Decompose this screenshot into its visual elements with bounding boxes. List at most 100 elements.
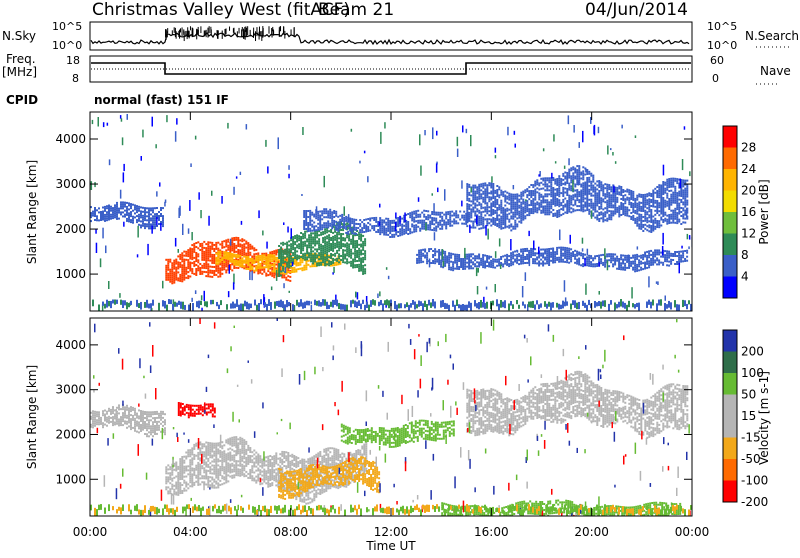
heatmap-cell — [416, 262, 418, 264]
heatmap-cell — [235, 262, 237, 264]
heatmap-cell — [363, 231, 365, 233]
heatmap-cell — [650, 215, 652, 217]
heatmap-cell — [686, 196, 688, 198]
heatmap-cell — [594, 205, 596, 207]
heatmap-cell — [124, 202, 126, 204]
heatmap-cell — [498, 260, 500, 262]
heatmap-cell — [558, 193, 560, 195]
heatmap-cell — [154, 213, 156, 215]
heatmap-cell — [209, 250, 211, 252]
heatmap-cell — [558, 257, 560, 259]
heatmap-cell — [338, 233, 340, 235]
heatmap-cell — [118, 212, 120, 214]
heatmap-cell — [116, 204, 118, 206]
heatmap-cell — [484, 200, 486, 202]
heatmap-cell — [205, 253, 207, 255]
heatmap-cell — [456, 264, 458, 266]
heatmap-cell — [494, 202, 496, 204]
heatmap-cell — [474, 195, 476, 197]
heatmap-cell — [251, 256, 253, 258]
heatmap-cell — [307, 264, 309, 266]
heatmap-cell — [636, 213, 638, 215]
heatmap-cell — [584, 210, 586, 212]
heatmap-cell — [308, 234, 310, 236]
heatmap-cell — [486, 265, 488, 267]
heatmap-cell — [364, 238, 366, 240]
heatmap-cell — [335, 264, 337, 266]
heatmap-cell — [239, 265, 241, 267]
heatmap-cell — [482, 254, 484, 256]
heatmap-cell — [193, 263, 195, 265]
heatmap-cell — [606, 208, 608, 210]
heatmap-speckle — [123, 222, 125, 227]
heatmap-cell — [148, 225, 150, 227]
heatmap-cell — [516, 195, 518, 197]
heatmap-cell — [498, 218, 500, 220]
heatmap-cell — [566, 210, 568, 212]
heatmap-cell — [504, 261, 506, 263]
heatmap-speckle — [188, 228, 190, 233]
heatmap-cell — [361, 231, 363, 233]
heatmap-cell — [114, 212, 116, 214]
heatmap-cell — [96, 209, 98, 211]
heatmap-cell — [291, 267, 293, 269]
heatmap-speckle — [478, 185, 480, 187]
heatmap-cell — [419, 230, 421, 232]
heatmap-cell — [598, 218, 600, 220]
heatmap-cell — [656, 212, 658, 214]
heatmap-cell — [257, 255, 259, 257]
heatmap-cell — [245, 241, 247, 243]
heatmap-cell — [122, 201, 124, 203]
heatmap-cell — [512, 214, 514, 216]
heatmap-cell — [269, 258, 271, 260]
heatmap-cell — [516, 201, 518, 203]
heatmap-cell — [199, 263, 201, 265]
heatmap-cell — [586, 191, 588, 193]
heatmap-cell — [342, 257, 344, 259]
heatmap-cell — [298, 239, 300, 241]
heatmap-cell — [576, 177, 578, 179]
heatmap-cell — [494, 261, 496, 263]
heatmap-cell — [638, 205, 640, 207]
heatmap-cell — [318, 238, 320, 240]
heatmap-cell — [311, 224, 313, 226]
heatmap-cell — [286, 252, 288, 254]
heatmap-cell — [642, 226, 644, 228]
heatmap-cell — [466, 266, 468, 268]
heatmap-cell — [364, 252, 366, 254]
heatmap-cell — [610, 261, 612, 263]
heatmap-cell — [445, 225, 447, 227]
heatmap-cell — [203, 271, 205, 273]
heatmap-cell — [175, 269, 177, 271]
heatmap-cell — [422, 249, 424, 251]
heatmap-cell — [606, 253, 608, 255]
heatmap-cell — [211, 270, 213, 272]
heatmap-cell — [682, 181, 684, 183]
heatmap-cell — [385, 234, 387, 236]
heatmap-cell — [608, 200, 610, 202]
heatmap-cell — [330, 263, 332, 265]
heatmap-cell — [686, 200, 688, 202]
heatmap-cell — [393, 236, 395, 238]
heatmap-cell — [670, 202, 672, 204]
heatmap-cell — [554, 199, 556, 201]
heatmap-cell — [492, 189, 494, 191]
heatmap-cell — [328, 230, 330, 232]
heatmap-cell — [300, 246, 302, 248]
heatmap-cell — [271, 256, 273, 258]
heatmap-cell — [331, 215, 333, 217]
heatmap-cell — [247, 250, 249, 252]
heatmap-cell — [298, 255, 300, 257]
heatmap-cell — [668, 184, 670, 186]
heatmap-cell — [356, 242, 358, 244]
heatmap-cell — [492, 262, 494, 264]
heatmap-cell — [181, 254, 183, 256]
heatmap-cell — [389, 220, 391, 222]
heatmap-cell — [235, 239, 237, 241]
heatmap-cell — [337, 216, 339, 218]
noise-spike — [209, 26, 210, 33]
heatmap-cell — [413, 221, 415, 223]
heatmap-cell — [430, 262, 432, 264]
heatmap-cell — [554, 257, 556, 259]
heatmap-cell — [387, 230, 389, 232]
